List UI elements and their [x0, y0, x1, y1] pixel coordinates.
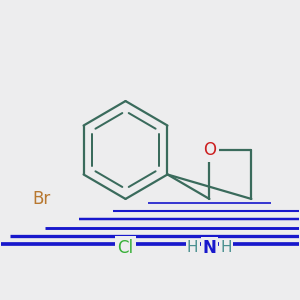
Text: H: H: [220, 240, 232, 255]
Text: Cl: Cl: [118, 239, 134, 257]
Text: N: N: [202, 239, 216, 257]
Text: Br: Br: [32, 190, 51, 208]
Text: H: H: [187, 240, 198, 255]
Text: O: O: [203, 141, 216, 159]
